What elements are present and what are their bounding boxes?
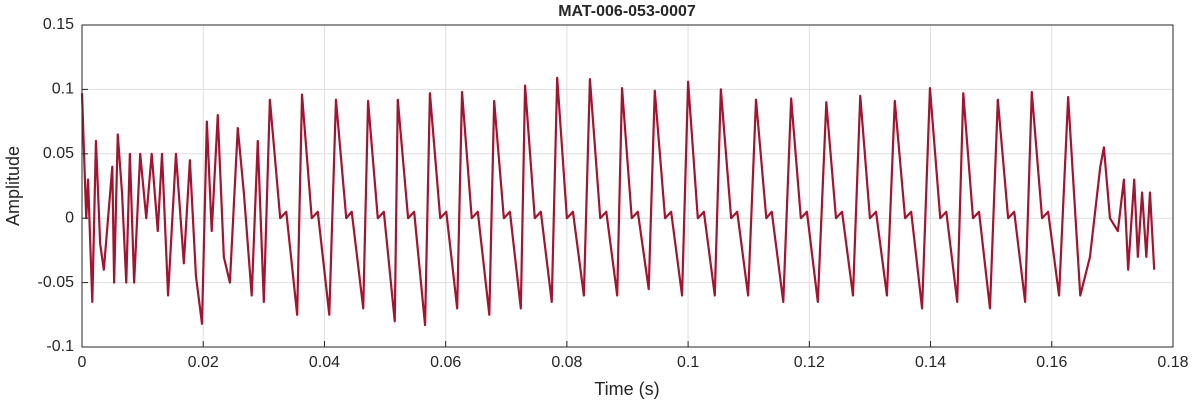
x-tick-label: 0.06 — [430, 354, 461, 371]
y-tick-label: 0.05 — [43, 145, 74, 162]
y-axis-label: Amplitude — [3, 146, 23, 226]
y-tick-label: 0.15 — [43, 16, 74, 33]
chart-title: MAT-006-053-0007 — [558, 3, 696, 20]
x-tick-label: 0.04 — [309, 354, 340, 371]
axes-box — [81, 24, 1174, 348]
x-tick-label: 0.16 — [1036, 354, 1067, 371]
y-tick-label: 0 — [65, 209, 74, 226]
y-tick-label: -0.1 — [46, 338, 74, 355]
x-tick-label: 0.12 — [794, 354, 825, 371]
plot — [80, 76, 1156, 327]
x-axis-label: Time (s) — [594, 379, 659, 399]
x-tick-label: 0.1 — [677, 354, 699, 371]
x-tick-label: 0.18 — [1157, 354, 1188, 371]
x-tick-label: 0.02 — [188, 354, 219, 371]
x-tick-label: 0.08 — [551, 354, 582, 371]
x-tick-label: 0 — [78, 354, 87, 371]
y-tick-label: -0.05 — [38, 274, 75, 291]
y-tick-label: 0.1 — [52, 81, 74, 98]
waveform-line — [80, 76, 1156, 327]
plot-area — [82, 25, 1173, 347]
x-tick-label: 0.14 — [915, 354, 946, 371]
